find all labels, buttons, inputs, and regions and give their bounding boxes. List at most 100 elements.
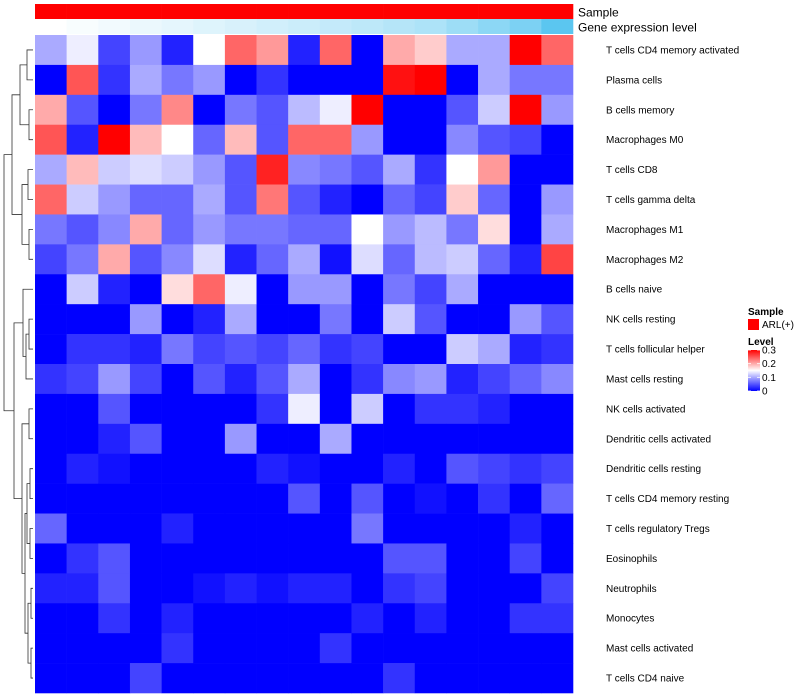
heatmap-cell xyxy=(414,184,447,215)
heatmap-cell xyxy=(446,244,479,275)
heatmap-cell xyxy=(319,154,352,185)
dendrogram-branch xyxy=(29,468,33,499)
heatmap-cell xyxy=(193,603,226,634)
heatmap-cell xyxy=(129,453,162,484)
dendrogram-branch xyxy=(27,169,33,200)
row-label: T cells CD8 xyxy=(606,165,658,176)
expression-annotation-cell xyxy=(446,19,479,34)
heatmap-cell xyxy=(541,244,574,275)
heatmap-cell xyxy=(161,393,194,425)
heatmap-cell xyxy=(509,154,542,185)
heatmap-cell xyxy=(66,633,99,664)
heatmap-cell xyxy=(351,453,384,484)
heatmap-cell xyxy=(35,663,67,694)
dendrogram-branch xyxy=(30,587,33,619)
heatmap-cell xyxy=(351,334,384,365)
heatmap-cell xyxy=(288,304,321,335)
heatmap-cell xyxy=(509,64,542,96)
heatmap-cell xyxy=(319,364,352,395)
heatmap-cell xyxy=(224,483,257,514)
heatmap-cell xyxy=(541,393,574,425)
sample-annotation-cell xyxy=(98,4,131,19)
heatmap-cell xyxy=(129,393,162,425)
heatmap-cell xyxy=(193,483,226,514)
heatmap-cell xyxy=(319,334,352,365)
expression-annotation-cell xyxy=(319,19,352,34)
heatmap-cell xyxy=(161,274,194,305)
heatmap-cell xyxy=(446,483,479,514)
row-label: Eosinophils xyxy=(606,554,657,565)
heatmap-cell xyxy=(98,274,131,305)
heatmap-cell xyxy=(66,393,99,425)
heatmap-cell xyxy=(129,364,162,395)
heatmap-cell xyxy=(129,334,162,365)
heatmap-cell xyxy=(446,214,479,245)
heatmap-cell xyxy=(256,573,289,604)
heatmap-cell xyxy=(446,94,479,126)
dendrogram-branch xyxy=(27,602,31,664)
heatmap-cell xyxy=(224,334,257,365)
heatmap-cell xyxy=(319,124,352,155)
row-label: NK cells resting xyxy=(606,315,675,326)
heatmap-cell xyxy=(193,64,226,96)
heatmap-cell xyxy=(224,274,257,305)
heatmap-cell xyxy=(478,453,511,484)
expression-annotation-cell xyxy=(98,19,131,34)
heatmap-cell xyxy=(224,35,257,66)
heatmap-cell xyxy=(541,364,574,395)
heatmap-cell xyxy=(98,663,131,694)
row-label: Monocytes xyxy=(606,614,654,625)
row-label: B cells naive xyxy=(606,285,663,296)
heatmap-cell xyxy=(541,603,574,634)
heatmap-cell xyxy=(98,154,131,185)
heatmap-cell xyxy=(478,423,511,455)
dendrogram-branch xyxy=(26,49,33,81)
heatmap-cell xyxy=(193,543,226,574)
heatmap-cell xyxy=(319,244,352,275)
sample-annotation-cell xyxy=(193,4,226,19)
heatmap-cell xyxy=(193,274,226,305)
heatmap-cell xyxy=(509,663,542,694)
heatmap-cell xyxy=(319,453,352,484)
heatmap-cell xyxy=(129,543,162,574)
sample-annotation-cell xyxy=(256,4,289,19)
heatmap-cell xyxy=(288,423,321,455)
heatmap-cell xyxy=(383,334,416,365)
heatmap-cell xyxy=(224,393,257,425)
heatmap-cell xyxy=(224,124,257,155)
heatmap-cell xyxy=(351,423,384,455)
heatmap-cell xyxy=(414,154,447,185)
heatmap-cell xyxy=(478,35,511,66)
row-label: Mast cells resting xyxy=(606,374,683,385)
expression-annotation-cell xyxy=(351,19,384,34)
heatmap-cell xyxy=(98,35,131,66)
expression-annotation-cell xyxy=(161,19,194,34)
sample-annotation-cell xyxy=(319,4,352,19)
heatmap-cell xyxy=(129,603,162,634)
heatmap-cell xyxy=(414,124,447,155)
heatmap-cell xyxy=(541,483,574,514)
heatmap-cell xyxy=(66,513,99,544)
heatmap-cell xyxy=(541,334,574,365)
legend: Sample ARL(+) Level 0.3 0.2 0.1 0 xyxy=(748,307,794,398)
heatmap-cell xyxy=(161,304,194,335)
heatmap-cell xyxy=(193,513,226,544)
heatmap-cell xyxy=(98,393,131,425)
heatmap-cell xyxy=(383,214,416,245)
heatmap-cell xyxy=(478,633,511,664)
row-label: Macrophages M0 xyxy=(606,135,684,146)
heatmap-cell xyxy=(288,274,321,305)
heatmap-cell xyxy=(541,154,574,185)
heatmap-cell xyxy=(193,214,226,245)
heatmap-cell xyxy=(446,184,479,215)
heatmap-cell xyxy=(66,154,99,185)
expression-annotation-cell xyxy=(509,19,542,34)
heatmap-cell xyxy=(35,334,67,365)
heatmap-cell xyxy=(446,453,479,484)
heatmap-cell xyxy=(541,214,574,245)
row-labels: T cells CD4 memory activated Plasma cells… xyxy=(606,45,739,684)
heatmap-cell xyxy=(193,124,226,155)
dendrogram-branch xyxy=(28,109,33,141)
heatmap-cell xyxy=(414,94,447,126)
heatmap-cell xyxy=(319,184,352,215)
